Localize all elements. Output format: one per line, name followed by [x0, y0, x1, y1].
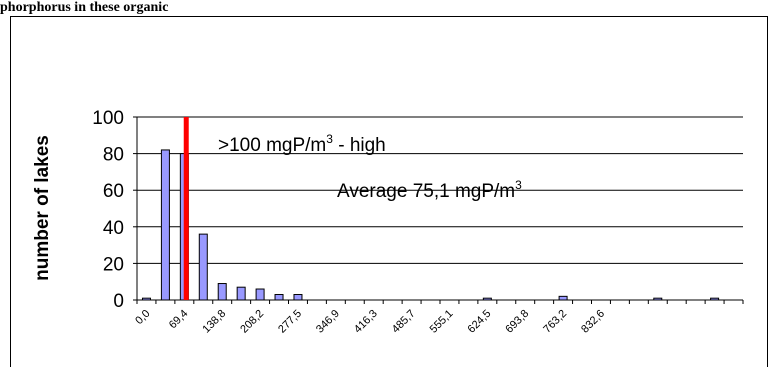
- histogram-bar: [293, 294, 303, 301]
- chart-frame: [10, 16, 768, 367]
- y-tick-labels: 0 20 40 60 80 100: [92, 108, 124, 312]
- histogram-bar: [160, 149, 170, 301]
- x-tick-label: 0,0: [133, 308, 152, 327]
- x-tick-label: 763,2: [541, 308, 569, 336]
- histogram-bar: [198, 233, 208, 301]
- y-tick-label: 40: [103, 218, 124, 239]
- bars: [141, 149, 720, 301]
- histogram-bar: [255, 288, 265, 301]
- histogram-bar: [558, 295, 568, 301]
- average-annotation-sup: 3: [515, 178, 522, 192]
- y-tick-label: 20: [103, 254, 124, 275]
- x-tick-label: 485,7: [390, 308, 418, 336]
- gridlines: [133, 116, 743, 301]
- average-annotation-main: Average 75,1 mgP/m: [337, 181, 515, 202]
- histogram-bar: [217, 283, 227, 301]
- y-tick-label: 80: [103, 145, 124, 166]
- average-annotation: Average 75,1 mgP/m3: [337, 178, 522, 202]
- threshold-annotation: >100 mgP/m3 - high: [218, 132, 386, 156]
- y-tick-label: 0: [113, 291, 124, 312]
- x-tick-label: 138,8: [200, 308, 228, 336]
- x-tick-label: 416,3: [352, 308, 380, 336]
- x-tick-label: 555,1: [428, 308, 456, 336]
- histogram-bar: [274, 294, 284, 301]
- threshold-annotation-main: >100 mgP/m: [218, 135, 326, 156]
- x-tick-label: 208,2: [238, 308, 266, 336]
- y-axis-label: number of lakes: [32, 135, 53, 281]
- x-tick-label: 832,6: [579, 308, 607, 336]
- y-tick-label: 100: [92, 108, 124, 129]
- x-tick-label: 693,8: [503, 308, 531, 336]
- partial-header-text: phorphorus in these organic: [0, 0, 169, 15]
- threshold-annotation-sup: 3: [326, 132, 333, 146]
- axes: [136, 117, 744, 304]
- histogram-bar: [236, 286, 246, 301]
- x-tick-label: 69,4: [167, 308, 191, 332]
- y-tick-label: 60: [103, 181, 124, 202]
- x-tick-labels: 0,0 69,4 138,8 208,2 277,5 346,9 416,3 485,7 555…: [133, 308, 607, 336]
- x-tick-label: 346,9: [314, 308, 342, 336]
- threshold-annotation-suffix: - high: [333, 135, 386, 156]
- x-tick-label: 624,5: [466, 308, 494, 336]
- x-tick-label: 277,5: [276, 308, 304, 336]
